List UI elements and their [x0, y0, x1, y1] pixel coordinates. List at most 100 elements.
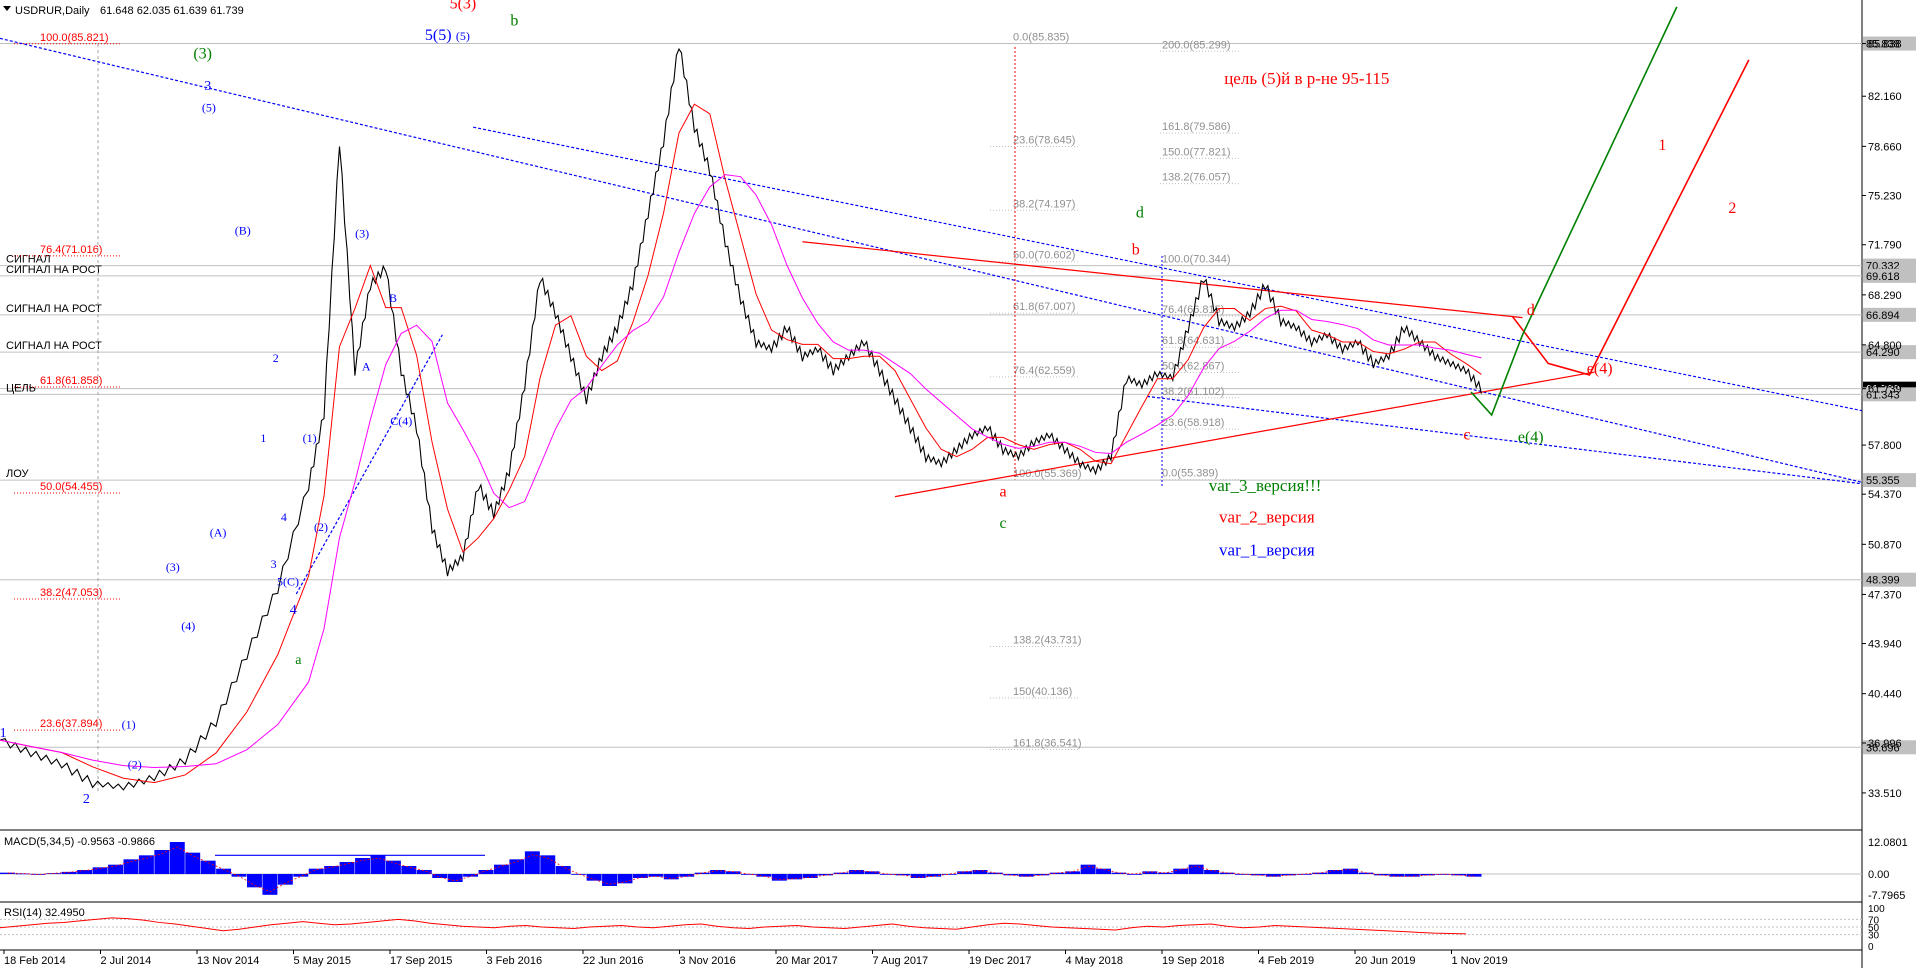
moving-average-fast	[0, 103, 1482, 784]
price-axis: 85.83870.33269.61866.89464.29061.73961.3…	[1862, 36, 1916, 800]
macd-bar	[185, 852, 201, 874]
macd-bar	[339, 862, 355, 874]
price-tick-label: 33.510	[1868, 788, 1902, 800]
macd-bar	[308, 868, 324, 874]
macd-bar	[463, 874, 479, 877]
ohlc-readout: 61.648 62.035 61.639 61.739	[100, 5, 244, 17]
time-tick-label: 3 Nov 2016	[680, 955, 736, 967]
price-tick-label: 75.230	[1868, 190, 1902, 202]
fib-left-label: 76.4(71.016)	[40, 244, 102, 256]
macd-bar	[1358, 872, 1374, 874]
time-tick-label: 5 May 2015	[294, 955, 351, 967]
signal-label: СИГНАЛ НА РОСТ	[6, 303, 102, 315]
macd-bar	[941, 874, 957, 875]
wave-label: (3)	[193, 45, 212, 62]
macd-bar	[1281, 874, 1297, 876]
macd-bar	[741, 874, 756, 875]
price-tick-label: 61.739	[1868, 384, 1902, 396]
wave-label: 2	[1728, 200, 1736, 217]
macd-bar	[1373, 874, 1389, 876]
macd-bar	[1142, 871, 1158, 874]
rsi-tick-label: 0	[1868, 942, 1874, 953]
wave-label: (2)	[128, 758, 142, 772]
price-tick-label: 36.996	[1868, 738, 1902, 750]
macd-bar	[61, 871, 77, 874]
main-pane[interactable]	[0, 0, 1862, 828]
wave-label: e(4)	[1518, 429, 1544, 446]
fib-mid-label: 161.8(36.541)	[1013, 738, 1082, 750]
time-axis: 18 Feb 2014 2 Jul 2014 13 Nov 2014 5 May 20…	[3, 950, 1508, 967]
macd-bar	[818, 874, 834, 876]
macd-bar	[92, 867, 108, 874]
macd-signal-line	[7, 846, 1475, 893]
macd-tick-label: 0.00	[1868, 869, 1889, 881]
macd-bar	[30, 874, 46, 875]
annotations: цель (5)й в р-не 95-115 var_3_версия!!!va…	[1209, 69, 1390, 559]
macd-bar	[895, 874, 911, 876]
time-tick-label: 7 Aug 2017	[873, 955, 929, 967]
projection-path	[1511, 59, 1750, 376]
macd-bar	[1404, 874, 1420, 877]
macd-bar	[46, 873, 62, 874]
signal-label: СИГНАЛ НА РОСТ	[6, 264, 102, 276]
level-tag-bg	[1863, 345, 1916, 360]
wave-projections	[1470, 6, 1750, 417]
wave-label: (5)	[456, 29, 470, 43]
chart-header: USDRUR,Daily 61.648 62.035 61.639 61.739	[3, 5, 244, 17]
wave-label: 4	[281, 510, 287, 524]
wave-label: 2	[83, 792, 90, 807]
macd-bar	[879, 874, 895, 875]
level-tag-bg	[1863, 572, 1916, 587]
macd-bar	[1435, 874, 1451, 875]
time-tick-label: 2 Jul 2014	[101, 955, 152, 967]
triangle-down-icon[interactable]	[3, 6, 11, 11]
macd-bar	[1296, 874, 1312, 875]
fib-mid-label: 23.6(78.645)	[1013, 135, 1075, 147]
price-tick-label: 43.940	[1868, 639, 1902, 651]
fib-right-label: 200.0(85.299)	[1162, 39, 1231, 51]
macd-bar	[1157, 872, 1173, 874]
macd-bar	[169, 842, 185, 874]
wave-label: C(4)	[390, 414, 412, 428]
wave-label: 4	[290, 603, 297, 618]
level-tag-bg	[1863, 740, 1916, 755]
wave-label: (B)	[235, 224, 251, 238]
wave-label: d	[1527, 302, 1535, 319]
macd-bar	[802, 874, 818, 878]
wave-label: (3)	[355, 226, 369, 240]
fib-mid-label: 50.0(70.602)	[1013, 250, 1075, 262]
macd-bar	[602, 874, 617, 886]
macd-bar	[1420, 874, 1436, 876]
macd-bar	[571, 874, 587, 875]
trendline	[894, 371, 1595, 498]
wave-labels: 1 2 (1) (2) (3) (4) (3) 3 (5) (A) (B) 1 2 3 4 5(C) 4 a (1)…	[0, 0, 1736, 807]
fib-left-label: 23.6(37.894)	[40, 718, 102, 730]
price-tick-label: 50.870	[1868, 539, 1902, 551]
wave-label: 1	[260, 431, 266, 445]
wave-label: (4)	[181, 619, 195, 633]
fib-left-label: 100.0(85.821)	[40, 32, 109, 44]
macd-bar	[1018, 874, 1034, 877]
fib-right-label: 76.4(66.815)	[1162, 304, 1224, 316]
macd-bar	[231, 874, 247, 877]
macd-bar	[1049, 872, 1065, 874]
time-tick-label: 4 Feb 2019	[1259, 955, 1315, 967]
time-tick-label: 13 Nov 2014	[197, 955, 259, 967]
macd-bar	[1034, 874, 1050, 876]
macd-bar	[710, 870, 726, 874]
macd-bar	[787, 874, 803, 880]
price-tick-label: 82.160	[1868, 91, 1902, 103]
macd-bar	[926, 874, 942, 877]
time-tick-label: 3 Feb 2016	[487, 955, 543, 967]
wave-label: A	[362, 360, 371, 374]
macd-bar	[864, 871, 880, 874]
macd-bar	[1080, 864, 1096, 874]
fib-right-label: 138.2(76.057)	[1162, 172, 1231, 184]
macd-bar	[1096, 868, 1111, 874]
macd-bar	[524, 851, 540, 874]
macd-bar	[1003, 874, 1019, 876]
macd-bar	[679, 874, 695, 877]
rsi-line	[0, 917, 1467, 935]
